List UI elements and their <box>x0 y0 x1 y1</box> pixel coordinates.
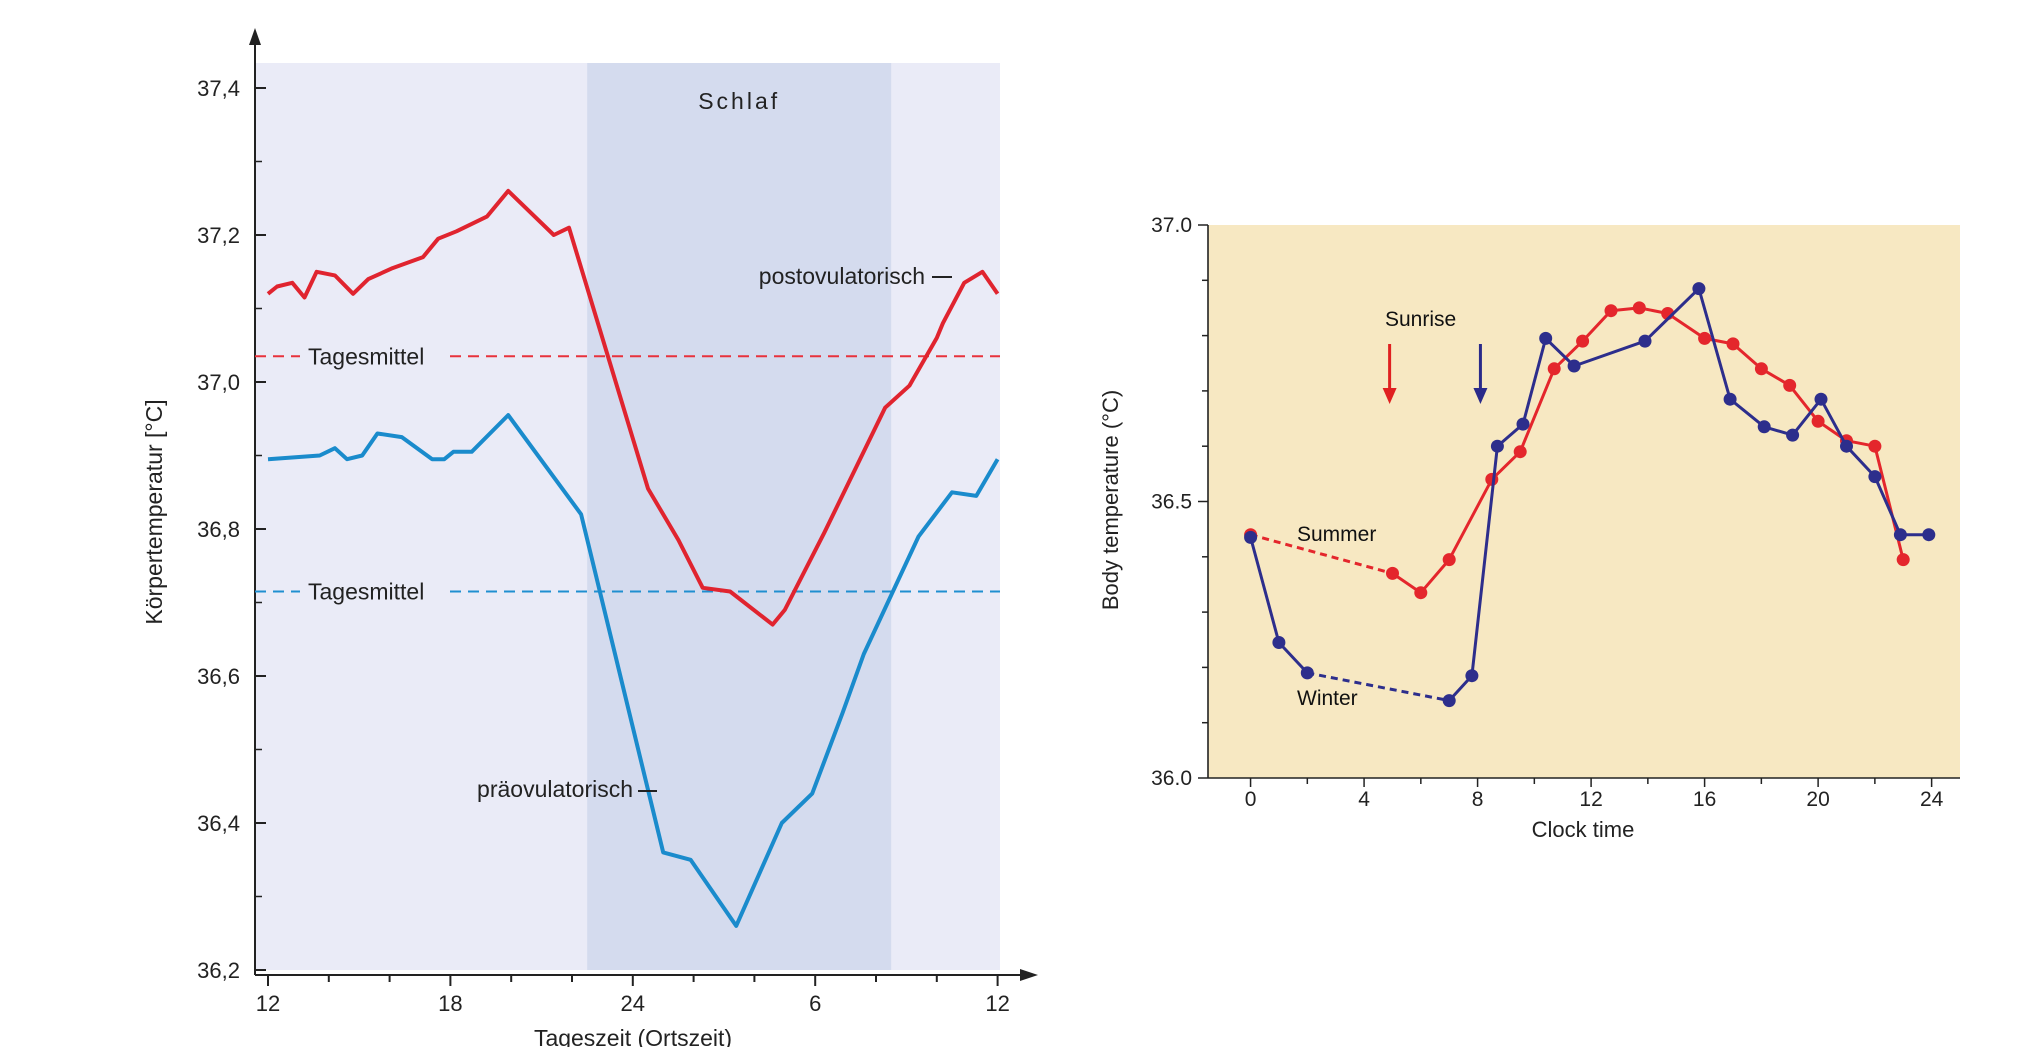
sleep-band <box>587 63 892 970</box>
data-point-summer <box>1442 553 1456 567</box>
data-point-winter <box>1465 669 1479 683</box>
data-point-summer <box>1868 439 1882 453</box>
data-point-winter <box>1539 331 1553 345</box>
summer-label: Summer <box>1297 523 1376 546</box>
data-point-winter <box>1567 359 1581 373</box>
y-tick-label: 36.5 <box>1151 491 1192 514</box>
data-point-winter <box>1757 420 1771 434</box>
right-series <box>1244 282 1936 708</box>
data-point-winter <box>1723 392 1737 406</box>
data-point-summer <box>1632 301 1646 315</box>
y-tick-label: 37.0 <box>1151 214 1192 237</box>
data-point-winter <box>1786 428 1800 442</box>
sunrise-arrowhead-summer <box>1382 388 1397 404</box>
data-point-winter <box>1840 439 1853 453</box>
x-axis-title: Tageszeit (Ortszeit) <box>534 1025 732 1047</box>
x-tick-label: 0 <box>1245 788 1257 811</box>
right-chart: 36.0 36.5 37.0 0 4 8 12 16 20 24 Sunrise Summer Win… <box>1098 214 1960 842</box>
left-axes: 36,2 36,4 36,6 36,8 37,0 37,2 37,4 12 18 24 6 12 <box>197 28 1038 1016</box>
data-point-summer <box>1698 331 1712 345</box>
mean-line-label: Tagesmittel <box>308 578 424 604</box>
data-point-summer <box>1754 362 1768 376</box>
mean-line-label: Tagesmittel <box>308 343 424 369</box>
x-tick-label: 8 <box>1472 788 1484 811</box>
series-label-postovulatory: postovulatorisch <box>759 263 925 289</box>
mean-lines: Tagesmittel Tagesmittel <box>255 343 1000 604</box>
x-axis-title: Clock time <box>1532 817 1635 842</box>
series-line-dashed-winter <box>1307 671 1450 703</box>
y-axis-arrow <box>249 28 261 45</box>
y-tick-label: 36,6 <box>197 664 240 689</box>
x-tick-label: 4 <box>1358 788 1370 811</box>
data-point-summer <box>1783 378 1797 392</box>
data-point-winter <box>1922 528 1936 542</box>
y-tick-label: 36,8 <box>197 517 240 542</box>
series-label-preovulatory: präovulatorisch <box>477 776 633 802</box>
data-point-winter <box>1442 694 1456 708</box>
data-point-winter <box>1638 334 1652 348</box>
right-annotations: Sunrise Summer Winter <box>1297 308 1488 710</box>
y-tick-label: 36,4 <box>197 811 240 836</box>
y-tick-label: 36,2 <box>197 958 240 983</box>
data-point-winter <box>1868 470 1882 484</box>
x-tick-label: 24 <box>1920 788 1944 811</box>
left-chart: Schlaf 36,2 36,4 36,6 36,8 37,0 37,2 37,4 12 18 2… <box>141 28 1038 1047</box>
data-point-summer <box>1726 337 1740 351</box>
x-tick-label: 6 <box>809 991 821 1016</box>
data-point-summer <box>1811 414 1825 428</box>
data-point-summer <box>1896 553 1910 567</box>
series-line-postovulatory <box>266 188 1000 627</box>
series-line-dashed-summer <box>1250 533 1393 575</box>
x-tick-label: 12 <box>985 991 1009 1016</box>
data-point-winter <box>1692 282 1706 296</box>
x-axis-arrow <box>1020 969 1038 981</box>
x-tick-label: 16 <box>1693 788 1716 811</box>
winter-label: Winter <box>1297 687 1358 710</box>
y-tick-label: 37,2 <box>197 223 240 248</box>
data-point-summer <box>1414 586 1428 600</box>
data-point-winter <box>1893 528 1907 542</box>
data-point-summer <box>1576 334 1590 348</box>
data-point-winter <box>1814 392 1828 406</box>
y-tick-label: 37,0 <box>197 370 240 395</box>
data-point-winter <box>1300 666 1314 680</box>
data-point-summer <box>1604 304 1618 318</box>
y-tick-label: 37,4 <box>197 76 240 101</box>
x-tick-label: 18 <box>438 991 462 1016</box>
left-annotations: postovulatorisch präovulatorisch <box>477 263 952 802</box>
x-tick-label: 12 <box>256 991 280 1016</box>
x-tick-label: 20 <box>1806 788 1829 811</box>
x-tick-label: 24 <box>621 991 645 1016</box>
x-tick-label: 12 <box>1579 788 1602 811</box>
data-point-winter <box>1490 439 1504 453</box>
left-series <box>266 188 1000 928</box>
sleep-label: Schlaf <box>698 88 780 114</box>
series-line-winter <box>1448 287 1929 702</box>
right-axes: 36.0 36.5 37.0 0 4 8 12 16 20 24 <box>1151 214 1960 811</box>
sunrise-label: Sunrise <box>1385 308 1456 331</box>
series-line-preovulatory <box>267 413 1000 928</box>
y-tick-label: 36.0 <box>1151 767 1192 790</box>
y-axis-title: Body temperature (°C) <box>1098 390 1123 610</box>
data-point-summer <box>1547 362 1561 376</box>
data-point-winter <box>1244 530 1258 544</box>
data-point-summer <box>1513 445 1527 459</box>
sunrise-arrowhead-winter <box>1473 388 1488 404</box>
y-axis-title: Körpertemperatur [°C] <box>141 399 167 624</box>
plot-background <box>1208 225 1960 778</box>
data-point-summer <box>1386 566 1399 580</box>
data-point-winter <box>1272 636 1286 649</box>
data-point-winter <box>1516 417 1530 431</box>
